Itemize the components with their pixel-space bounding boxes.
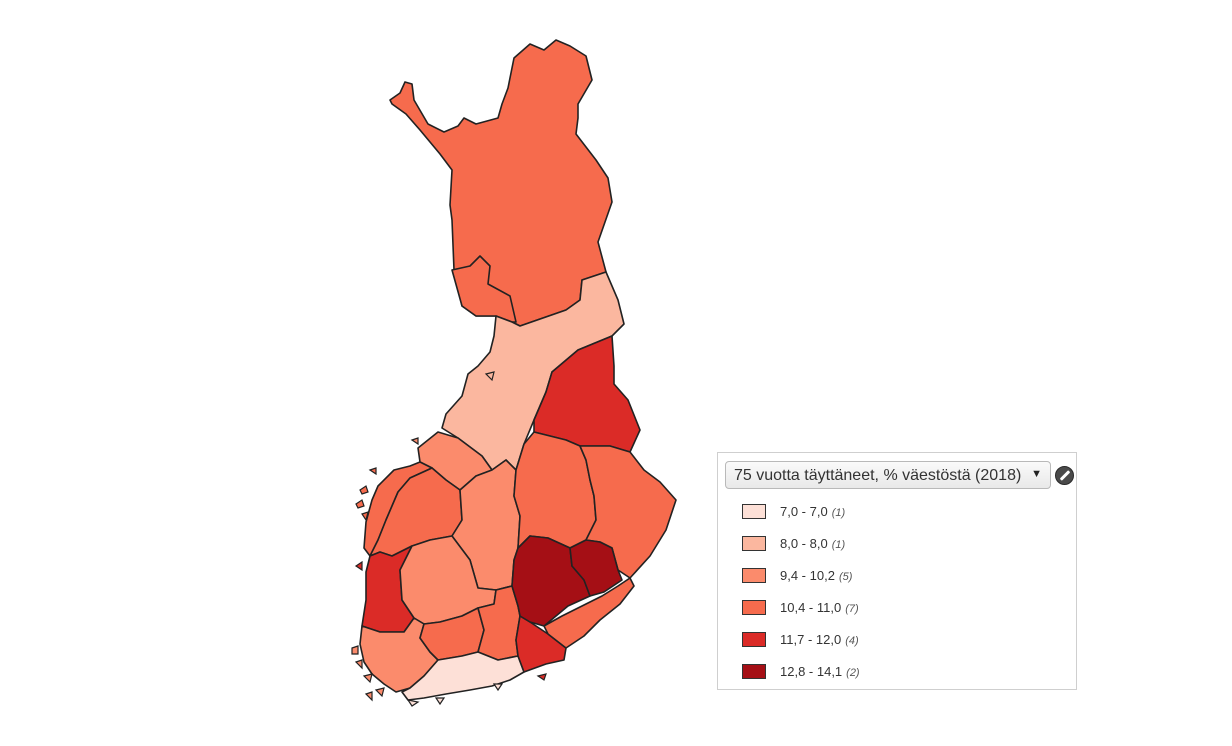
legend-count: (1) xyxy=(831,539,846,551)
legend-item: 11,7 - 12,0 (4) xyxy=(742,630,1042,650)
region-ita-savo[interactable] xyxy=(569,539,623,597)
legend-range: 7,0 - 7,0 xyxy=(780,504,828,519)
region-pohjois-pohjanmaa[interactable] xyxy=(441,271,625,471)
edit-classification-button[interactable] xyxy=(1055,466,1074,485)
legend-count: (5) xyxy=(838,571,853,583)
region-etela-karjala[interactable] xyxy=(543,577,635,649)
triangle-down-icon: ▼ xyxy=(1031,468,1042,480)
region-lappi[interactable] xyxy=(389,39,613,327)
legend-item: 9,4 - 10,2 (5) xyxy=(742,566,1042,586)
legend-swatch xyxy=(742,536,766,551)
legend-count: (1) xyxy=(831,507,846,519)
indicator-select[interactable]: 75 vuotta täyttäneet, % väestöstä (2018)… xyxy=(725,461,1051,489)
legend-item: 7,0 - 7,0 (1) xyxy=(742,502,1042,522)
legend-panel: 75 vuotta täyttäneet, % väestöstä (2018)… xyxy=(717,452,1077,690)
legend-range: 10,4 - 11,0 xyxy=(780,600,842,615)
region-koillismaa[interactable] xyxy=(451,255,517,323)
legend-swatch xyxy=(742,664,766,679)
legend-swatch xyxy=(742,504,766,519)
legend-count: (4) xyxy=(845,635,859,647)
region-uusimaa[interactable] xyxy=(401,651,525,701)
legend-item: 8,0 - 8,0 (1) xyxy=(742,534,1042,554)
pencil-icon xyxy=(1059,470,1071,481)
legend-range: 12,8 - 14,1 xyxy=(780,664,843,679)
legend-item: 12,8 - 14,1 (2) xyxy=(742,662,1042,682)
legend-swatch xyxy=(742,568,766,583)
legend-count: (2) xyxy=(846,667,860,679)
legend-count: (7) xyxy=(845,603,859,615)
legend-range: 9,4 - 10,2 xyxy=(780,568,835,583)
archipelago xyxy=(351,371,547,707)
legend-range: 8,0 - 8,0 xyxy=(780,536,828,551)
indicator-select-value: 75 vuotta täyttäneet, % väestöstä (2018) xyxy=(734,467,1022,484)
region-pohjois-karjala[interactable] xyxy=(579,445,677,579)
legend-range: 11,7 - 12,0 xyxy=(780,632,842,647)
legend-item: 10,4 - 11,0 (7) xyxy=(742,598,1042,618)
legend-swatch xyxy=(742,632,766,647)
legend-swatch xyxy=(742,600,766,615)
